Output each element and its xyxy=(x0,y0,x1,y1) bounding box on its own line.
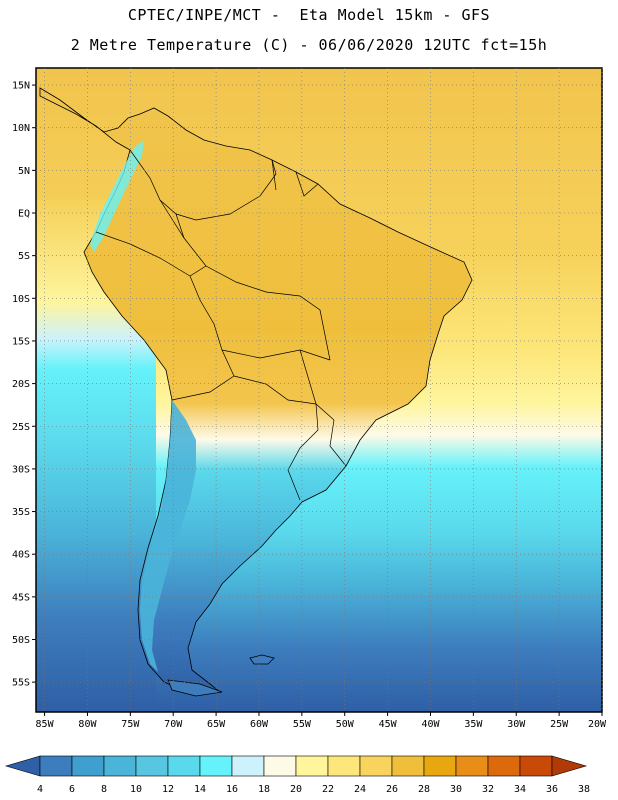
lon-label: 80W xyxy=(78,719,97,730)
colorbar-label: 4 xyxy=(37,784,43,795)
falkland-islands xyxy=(249,654,275,665)
latitude-axis: 15N 10N 5N EQ 5S 10S 15S 20S 25S 30S 35S 40S 45S 50S 5… xyxy=(12,81,36,689)
colorbar-box xyxy=(295,755,329,777)
lat-label: 30S xyxy=(12,464,30,475)
colorbar-label: 30 xyxy=(450,784,462,795)
colorbar-label: 10 xyxy=(130,784,142,795)
lon-label: 25W xyxy=(550,719,569,730)
colorbar-label: 18 xyxy=(258,784,270,795)
colorbar-box xyxy=(71,755,105,777)
colorbar-label: 26 xyxy=(386,784,398,795)
colorbar-box xyxy=(263,755,297,777)
lon-label: 30W xyxy=(507,719,526,730)
chart-title: CPTEC/INPE/MCT - Eta Model 15km - GFS xyxy=(127,6,491,24)
colorbar-label: 28 xyxy=(418,784,430,795)
colorbar-arrow-left xyxy=(4,755,41,777)
colorbar-label: 32 xyxy=(482,784,494,795)
lat-label: 10S xyxy=(12,294,30,305)
lon-label: 60W xyxy=(250,719,269,730)
lat-label: 5S xyxy=(18,251,30,262)
tierra-del-fuego xyxy=(167,679,223,697)
lat-label: 45S xyxy=(12,592,30,603)
colorbar-label: 38 xyxy=(578,784,590,795)
colorbar-box xyxy=(199,755,233,777)
colorbar-box xyxy=(423,755,457,777)
lat-label: 15S xyxy=(12,336,30,347)
colorbar-box xyxy=(487,755,521,777)
colorbar: 4 6 8 10 12 14 16 18 20 22 24 26 28 30 32 34 36 38 xyxy=(4,755,590,795)
colorbar-box xyxy=(103,755,137,777)
andes-cold-band xyxy=(140,400,196,672)
lon-label: 50W xyxy=(336,719,355,730)
lon-label: 20W xyxy=(588,719,607,730)
colorbar-label: 20 xyxy=(290,784,302,795)
colorbar-label: 16 xyxy=(226,784,238,795)
lat-label: 10N xyxy=(12,123,30,134)
colorbar-label: 6 xyxy=(69,784,75,795)
colorbar-box xyxy=(39,755,73,777)
colorbar-box xyxy=(327,755,361,777)
lon-label: 40W xyxy=(421,719,440,730)
lon-label: 85W xyxy=(36,719,55,730)
colorbar-box xyxy=(231,755,265,777)
longitude-axis: 85W 80W 75W 70W 65W 60W 55W 50W 45W 40W 35W 30W 25W 2… xyxy=(36,712,607,730)
colorbar-box xyxy=(359,755,393,777)
lat-label: 25S xyxy=(12,422,30,433)
lon-label: 70W xyxy=(164,719,183,730)
colorbar-label: 14 xyxy=(194,784,206,795)
temperature-map: 15N 10N 5N EQ 5S 10S 15S 20S 25S 30S 35S 40S 45S 50S 5… xyxy=(12,67,607,730)
country-borders xyxy=(95,149,347,501)
colorbar-label: 12 xyxy=(162,784,174,795)
colorbar-box xyxy=(519,755,553,777)
colorbar-arrow-right xyxy=(551,755,588,777)
colorbar-box xyxy=(455,755,489,777)
lon-label: 35W xyxy=(464,719,483,730)
lat-label: EQ xyxy=(18,209,30,220)
lat-label: 20S xyxy=(12,379,30,390)
south-america-land xyxy=(39,87,473,695)
colorbar-label: 22 xyxy=(322,784,334,795)
colorbar-label: 24 xyxy=(354,784,366,795)
lon-label: 75W xyxy=(121,719,140,730)
colorbar-label: 34 xyxy=(514,784,526,795)
map-frame xyxy=(35,67,603,713)
lon-label: 65W xyxy=(207,719,226,730)
colorbar-box xyxy=(167,755,201,777)
lat-label: 55S xyxy=(12,678,30,689)
colorbar-label: 36 xyxy=(546,784,558,795)
lat-label: 35S xyxy=(12,507,30,518)
colorbar-label: 8 xyxy=(101,784,107,795)
colorbar-box xyxy=(391,755,425,777)
lat-lon-grid xyxy=(36,68,603,712)
lon-label: 45W xyxy=(379,719,398,730)
lat-label: 5N xyxy=(18,166,30,177)
lon-label: 55W xyxy=(293,719,312,730)
lat-label: 15N xyxy=(12,81,30,92)
chart-subtitle: 2 Metre Temperature (C) - 06/06/2020 12U… xyxy=(70,36,548,54)
lat-label: 50S xyxy=(12,635,30,646)
lat-label: 40S xyxy=(12,550,30,561)
colorbar-box xyxy=(135,755,169,777)
